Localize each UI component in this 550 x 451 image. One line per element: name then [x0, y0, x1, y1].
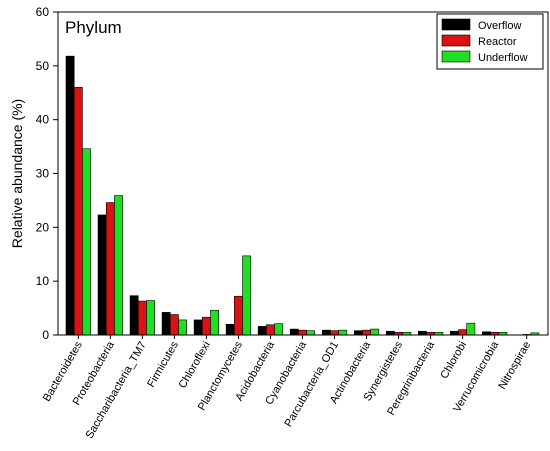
x-category-label: Firmicutes — [145, 339, 181, 389]
y-tick-label: 50 — [36, 59, 50, 73]
x-category-label: Chloroflexi — [177, 340, 213, 391]
bar-overflow-chloroflexi — [193, 319, 203, 336]
legend-label-overflow: Overflow — [478, 20, 521, 32]
bar-overflow-bacteroidetes — [65, 55, 75, 336]
chart-title: Phylum — [65, 18, 122, 37]
y-axis-label: Relative abundance (%) — [9, 99, 25, 248]
bar-overflow-synergistetes — [385, 330, 395, 336]
bar-underflow-planctomycetes — [242, 255, 252, 336]
bar-overflow-parcubacteria_od1 — [321, 329, 331, 336]
y-tick-label: 30 — [36, 167, 50, 181]
legend-swatch-reactor — [441, 34, 471, 47]
y-tick-label: 40 — [36, 113, 50, 127]
legend: Overflow Reactor Underflow — [436, 13, 544, 70]
bar-underflow-bacteroidetes — [82, 148, 91, 336]
bars-layer — [65, 55, 540, 336]
legend-label-underflow: Underflow — [478, 52, 528, 64]
bar-overflow-firmicutes — [161, 312, 171, 336]
legend-label-reactor: Reactor — [478, 36, 517, 48]
x-category-label: Nitrospirae — [496, 340, 533, 392]
y-tick-label: 60 — [36, 5, 50, 19]
bar-reactor-actinobacteria — [362, 329, 371, 336]
legend-swatch-underflow — [441, 50, 471, 63]
bar-reactor-firmicutes — [169, 314, 179, 336]
x-axis: BacteroidetesProteobacteriaSaccharibacte… — [41, 335, 533, 441]
bar-underflow-chlorobi — [466, 322, 476, 336]
bar-reactor-chloroflexi — [202, 316, 211, 336]
bar-underflow-acidobacteria — [274, 323, 284, 336]
bar-underflow-parcubacteria_od1 — [338, 329, 348, 336]
y-tick-label: 0 — [42, 328, 49, 342]
bar-underflow-chloroflexi — [210, 309, 220, 336]
bar-underflow-actinobacteria — [370, 328, 380, 336]
bar-reactor-proteobacteria — [105, 202, 115, 336]
bar-overflow-cyanobacteria — [289, 328, 299, 336]
bar-overflow-actinobacteria — [353, 330, 363, 336]
bar-overflow-chlorobi — [450, 330, 459, 336]
bar-overflow-planctomycetes — [225, 323, 235, 336]
y-tick-label: 10 — [36, 274, 50, 288]
bar-reactor-acidobacteria — [266, 324, 275, 336]
bar-reactor-chlorobi — [458, 329, 468, 336]
x-category-label: Chlorobi — [438, 340, 469, 381]
legend-swatch-overflow — [441, 18, 471, 31]
bar-reactor-bacteroidetes — [73, 87, 83, 336]
x-category-label: Saccharibacteria_TM7 — [84, 340, 149, 441]
bar-reactor-saccharibacteria_tm7 — [137, 300, 147, 336]
bar-overflow-proteobacteria — [97, 214, 107, 336]
bar-underflow-proteobacteria — [114, 195, 123, 336]
bar-underflow-cyanobacteria — [306, 330, 316, 336]
bar-reactor-cyanobacteria — [298, 329, 307, 336]
bar-overflow-acidobacteria — [257, 326, 267, 336]
bar-reactor-parcubacteria_od1 — [330, 330, 339, 336]
bar-reactor-planctomycetes — [234, 295, 243, 336]
bar-underflow-firmicutes — [178, 319, 187, 336]
y-tick-label: 20 — [36, 220, 50, 234]
bar-overflow-saccharibacteria_tm7 — [129, 295, 139, 336]
bar-overflow-peregrinibacteria — [417, 330, 427, 336]
y-axis: 0 10 20 30 40 50 60 — [36, 5, 58, 342]
bar-underflow-saccharibacteria_tm7 — [146, 300, 155, 336]
